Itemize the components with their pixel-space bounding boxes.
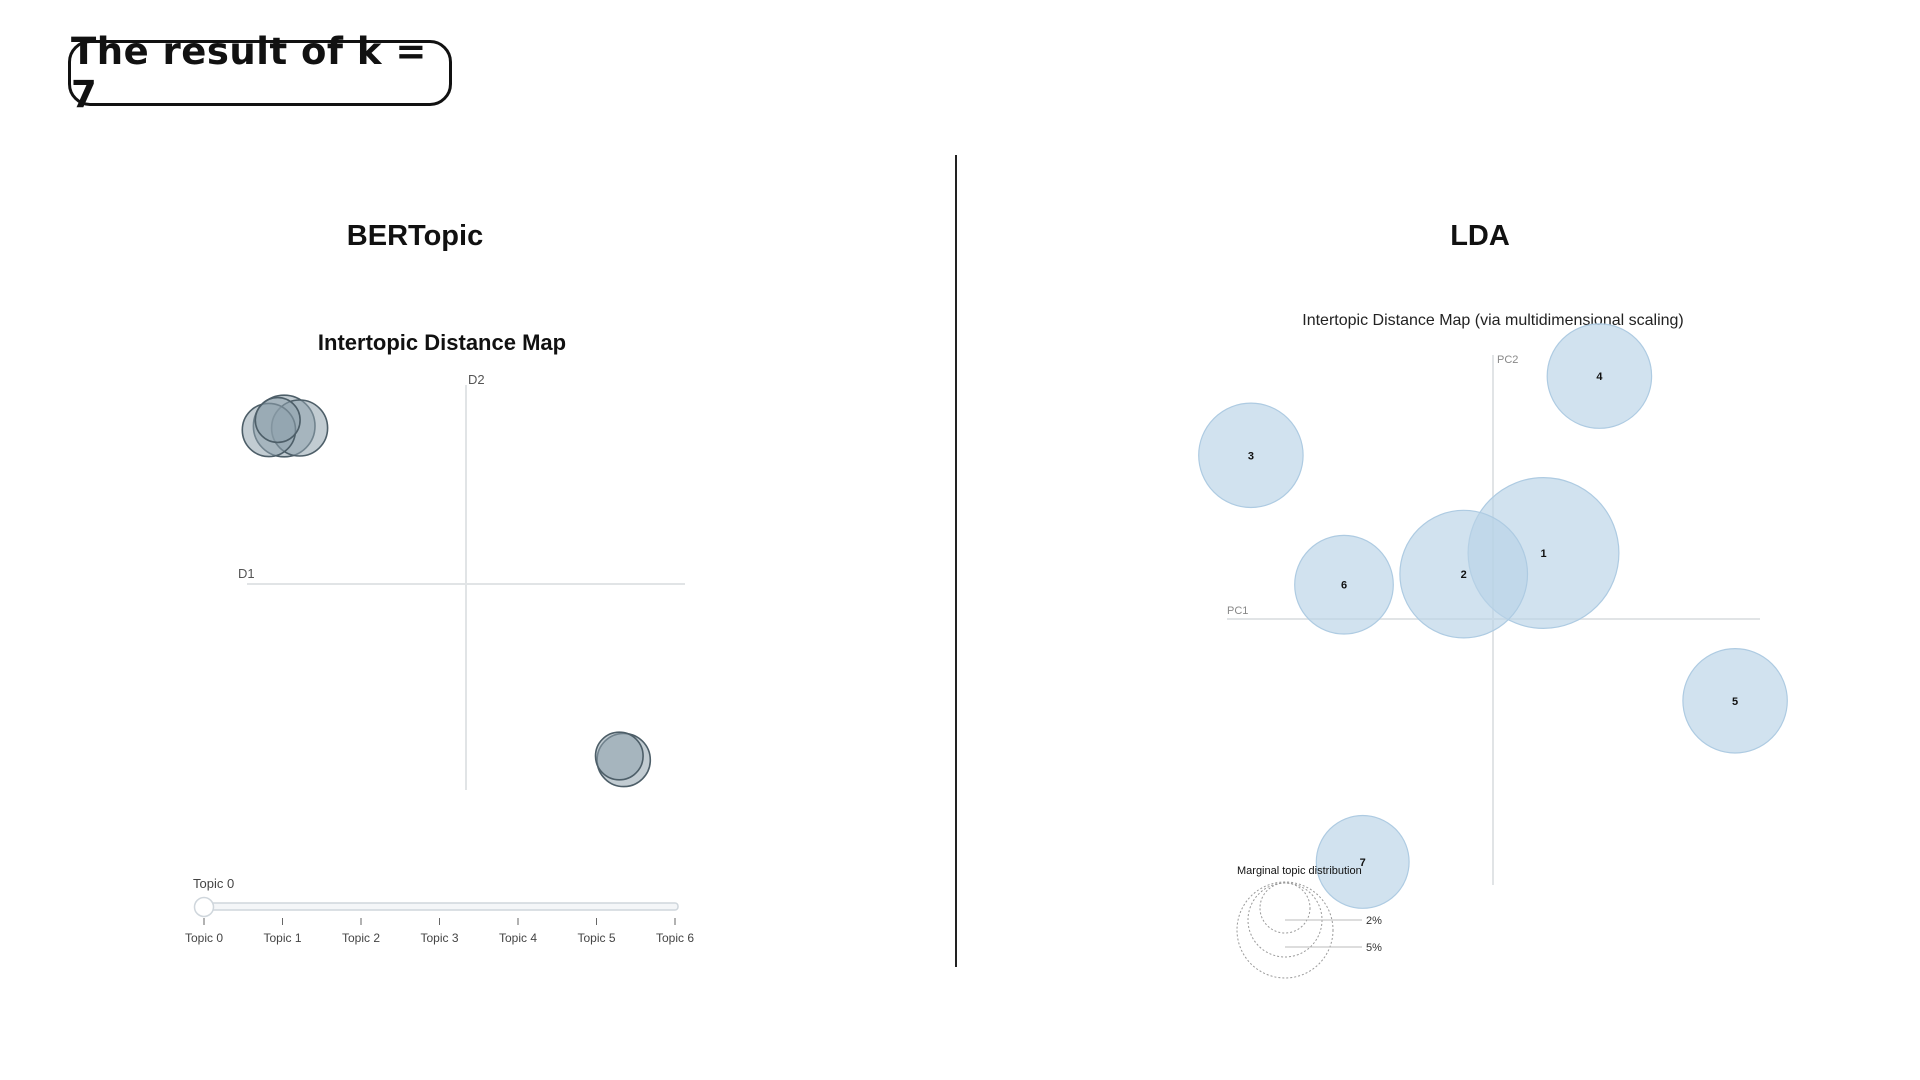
lda-point-label-7: 7 bbox=[1360, 857, 1366, 869]
lda-point-label-5: 5 bbox=[1732, 696, 1738, 708]
slider-handle[interactable] bbox=[193, 896, 215, 918]
lda-point-4[interactable] bbox=[1546, 323, 1653, 429]
slider-tick-6[interactable]: Topic 6 bbox=[656, 931, 694, 945]
lda-point-3[interactable] bbox=[1198, 402, 1304, 509]
slider-track[interactable] bbox=[199, 902, 679, 911]
lda-xlabel: PC1 bbox=[1227, 605, 1248, 617]
lda-point-7[interactable] bbox=[1315, 814, 1410, 909]
size-legend-circle-small bbox=[1259, 882, 1311, 934]
slider-tick-5[interactable]: Topic 5 bbox=[577, 931, 615, 945]
slider-tick-2[interactable]: Topic 2 bbox=[342, 931, 380, 945]
bertopic-chart: Intertopic Distance Map D2 D1 bbox=[238, 330, 685, 790]
slider-tick-4[interactable]: Topic 4 bbox=[499, 931, 537, 945]
lda-heading: LDA bbox=[1450, 220, 1510, 252]
bertopic-heading: BERTopic bbox=[346, 220, 484, 252]
lda-point-label-4: 4 bbox=[1596, 371, 1603, 383]
size-legend-circle-large bbox=[1236, 881, 1334, 979]
size-legend-label-2pct: 2% bbox=[1366, 915, 1382, 927]
slider-tick-0[interactable]: Topic 0 bbox=[185, 931, 223, 945]
size-legend-label-5pct: 5% bbox=[1366, 942, 1382, 954]
topic-slider[interactable]: Topic 0 Topic 0 Topic 1 Topic 2 Topic 3 Topi… bbox=[185, 876, 694, 945]
size-legend: Marginal topic distribution 2% 5% bbox=[1236, 865, 1382, 979]
lda-point-label-2: 2 bbox=[1461, 569, 1467, 581]
size-legend-title: Marginal topic distribution bbox=[1237, 865, 1362, 877]
bertopic-point-5[interactable] bbox=[594, 731, 644, 781]
slider-tick-3[interactable]: Topic 3 bbox=[420, 931, 458, 945]
lda-point-5[interactable] bbox=[1682, 647, 1788, 754]
bertopic-ylabel: D2 bbox=[468, 372, 485, 387]
slider-tick-1[interactable]: Topic 1 bbox=[263, 931, 301, 945]
lda-chart-title: Intertopic Distance Map (via multidimens… bbox=[1302, 312, 1684, 329]
bertopic-xlabel: D1 bbox=[238, 566, 255, 581]
lda-point-label-3: 3 bbox=[1248, 450, 1254, 462]
bertopic-point-3[interactable] bbox=[254, 396, 301, 444]
lda-point-2[interactable] bbox=[1399, 509, 1529, 639]
lda-ylabel: PC2 bbox=[1497, 354, 1518, 366]
bertopic-chart-title: Intertopic Distance Map bbox=[318, 330, 566, 355]
panel-divider bbox=[955, 155, 957, 967]
lda-point-label-1: 1 bbox=[1540, 548, 1546, 560]
lda-chart: Intertopic Distance Map (via multidimens… bbox=[1198, 312, 1788, 909]
slider-current-label: Topic 0 bbox=[193, 876, 234, 891]
lda-point-label-6: 6 bbox=[1341, 580, 1347, 592]
lda-point-6[interactable] bbox=[1294, 534, 1394, 635]
